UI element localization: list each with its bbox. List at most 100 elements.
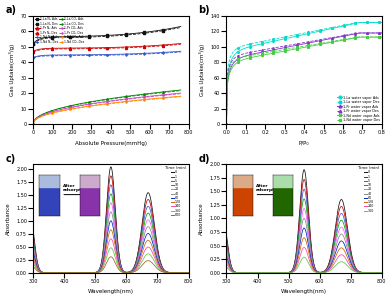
60 [259, 271, 264, 275]
1 [66, 271, 71, 275]
0 [287, 271, 292, 274]
120 [94, 271, 98, 274]
20 [186, 271, 191, 275]
360 [47, 271, 51, 275]
0 [155, 245, 160, 249]
360 [348, 267, 353, 271]
20 [287, 271, 292, 274]
0 [345, 229, 350, 232]
10 [47, 271, 51, 275]
600 [100, 269, 104, 273]
0 [348, 248, 353, 251]
10 [331, 248, 336, 252]
360 [331, 266, 336, 270]
20 [345, 245, 350, 248]
0 [138, 236, 143, 240]
1 [94, 271, 98, 274]
240 [302, 246, 307, 249]
360 [224, 265, 229, 269]
240 [379, 271, 384, 275]
0 [331, 239, 336, 243]
Text: b): b) [198, 5, 210, 16]
120 [31, 254, 36, 258]
10 [186, 271, 191, 275]
60 [100, 265, 104, 268]
1 [31, 233, 36, 236]
40 [379, 271, 384, 275]
10 [100, 262, 104, 265]
10 [259, 271, 264, 275]
1 [287, 271, 292, 274]
10 [302, 197, 307, 201]
10 [287, 271, 292, 274]
240 [331, 263, 336, 267]
Line: 40: 40 [33, 212, 189, 273]
1 [155, 248, 160, 251]
60 [94, 271, 98, 274]
240 [259, 271, 264, 275]
1 [138, 239, 143, 243]
240 [293, 268, 298, 272]
600 [138, 266, 143, 269]
20 [66, 271, 71, 275]
240 [66, 271, 71, 275]
0 [293, 259, 298, 262]
120 [287, 271, 292, 274]
20 [331, 251, 336, 255]
60 [302, 226, 307, 230]
60 [152, 248, 157, 252]
1 [47, 271, 51, 275]
20 [152, 241, 157, 244]
40 [287, 271, 292, 274]
Text: After
adsorption: After adsorption [63, 184, 89, 192]
0 [31, 229, 36, 233]
360 [379, 271, 384, 275]
1 [152, 229, 157, 232]
1 [240, 271, 245, 275]
60 [155, 258, 160, 262]
120 [47, 271, 51, 275]
60 [345, 253, 350, 256]
5 [109, 183, 113, 187]
Y-axis label: Gas Uptake(cm³/g): Gas Uptake(cm³/g) [9, 44, 15, 96]
0 [259, 271, 264, 275]
360 [31, 261, 36, 265]
360 [287, 271, 292, 275]
10 [94, 271, 98, 274]
5 [100, 260, 104, 264]
5 [224, 240, 229, 244]
10 [379, 271, 384, 275]
X-axis label: Wavelength(nm): Wavelength(nm) [281, 290, 327, 294]
240 [224, 262, 229, 265]
0 [302, 168, 307, 172]
Line: 600: 600 [33, 257, 189, 273]
240 [345, 261, 350, 264]
10 [348, 254, 353, 258]
120 [155, 260, 160, 264]
20 [240, 271, 245, 275]
40 [259, 271, 264, 275]
Line: 20: 20 [227, 208, 382, 273]
Line: 5: 5 [227, 189, 382, 273]
360 [259, 271, 264, 275]
40 [100, 264, 104, 267]
Legend: 0, 1, 5, 10, 20, 40, 60, 120, 240, 360: 0, 1, 5, 10, 20, 40, 60, 120, 240, 360 [358, 166, 380, 213]
Line: 120: 120 [227, 238, 382, 273]
60 [66, 271, 71, 275]
5 [155, 250, 160, 253]
360 [100, 268, 104, 272]
120 [186, 271, 191, 275]
1 [345, 233, 350, 236]
240 [94, 271, 98, 274]
Text: d): d) [198, 154, 210, 164]
360 [186, 271, 191, 275]
240 [31, 257, 36, 261]
0 [66, 271, 71, 275]
Line: 1: 1 [227, 179, 382, 273]
20 [94, 271, 98, 274]
1 [293, 260, 298, 263]
240 [287, 271, 292, 274]
0 [100, 258, 104, 262]
1 [224, 237, 229, 240]
20 [259, 271, 264, 275]
